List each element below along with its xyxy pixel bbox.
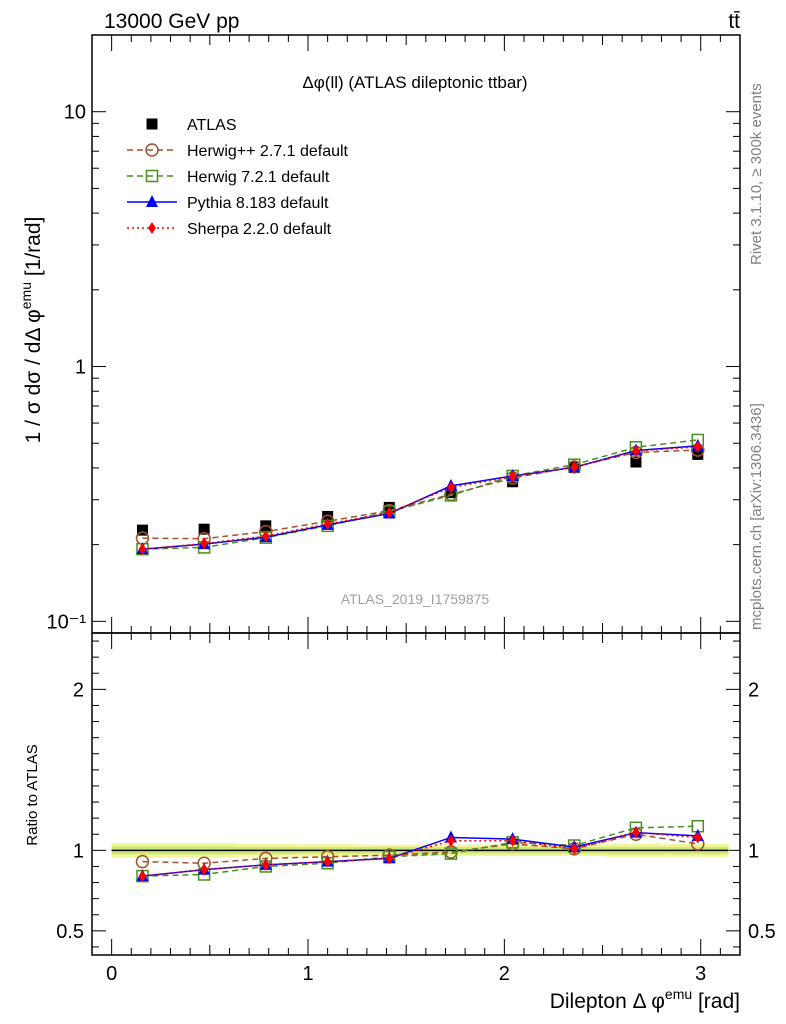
data-point-sherpa: [323, 517, 332, 530]
legend-label: Herwig 7.2.1 default: [187, 169, 330, 186]
ratio-y-tick-label: 1: [73, 840, 84, 862]
series-line: [142, 446, 698, 550]
ratio-point-sherpa: [447, 834, 455, 847]
energy-label: 13000 GeV pp: [104, 10, 239, 33]
legend-label: Sherpa 2.2.0 default: [187, 221, 332, 238]
legend-marker: [145, 169, 159, 183]
data-point-atlas: [692, 448, 704, 460]
ratio-y-tick-label-right: 2: [748, 679, 759, 701]
data-point-sherpa: [693, 440, 702, 453]
ratio-series-line: [142, 831, 698, 877]
process-label: tt̄: [728, 10, 740, 33]
data-point-atlas: [322, 510, 334, 522]
ratio-plot-area: 0 1 2 3 0.5 0.5 1 1 2 2: [56, 632, 776, 985]
ratio-point-sherpa: [261, 858, 270, 871]
ratio-point-sherpa: [138, 870, 147, 883]
legend-marker: [145, 143, 159, 157]
data-point-sherpa: [200, 537, 209, 550]
x-tick-label: 0: [106, 963, 117, 985]
analysis-watermark: ATLAS_2019_I1759875: [341, 591, 490, 607]
legend-label: Herwig++ 2.7.1 default: [187, 143, 349, 160]
data-point-sherpa: [385, 506, 394, 519]
data-point-atlas: [198, 523, 210, 535]
data-point-sherpa: [447, 481, 455, 494]
x-tick-label: 3: [695, 963, 706, 985]
ratio-point-sherpa: [693, 831, 702, 844]
ratio-point-sherpa: [200, 863, 209, 876]
x-tick-label: 1: [302, 963, 313, 985]
x-tick-label: 2: [499, 963, 510, 985]
ratio-series-line: [142, 825, 698, 877]
rivet-label: Rivet 3.1.10, ≥ 300k events: [748, 83, 765, 265]
ratio-point-herwig: [135, 854, 150, 869]
main-y-tick-label: 10: [64, 102, 86, 124]
legend-label: ATLAS: [187, 117, 237, 134]
ratio-point-sherpa: [385, 852, 394, 865]
data-point-sherpa: [570, 461, 579, 474]
ratio-y-tick-label-right: 0.5: [748, 921, 776, 943]
main-y-tick-label: 10⁻¹: [47, 611, 87, 633]
ratio-point-sherpa: [632, 826, 640, 839]
plot-title: Δφ(ll) (ATLAS dileptonic ttbar): [302, 73, 527, 92]
series-line: [142, 449, 698, 540]
mcplots-label: mcplots.cern.ch [arXiv:1306.3436]: [748, 403, 765, 630]
ratio-y-tick-label: 2: [73, 679, 84, 701]
legend-marker: [146, 195, 158, 207]
data-point-sherpa: [632, 445, 640, 458]
legend-label: Pythia 8.183 default: [187, 195, 329, 212]
ratio-y-axis-label: Ratio to ATLAS: [24, 744, 41, 845]
legend-marker: [146, 118, 158, 130]
ratio-frame: [91, 632, 741, 956]
ratio-point-sherpa: [570, 842, 579, 855]
ratio-y-tick-label-right: 1: [748, 840, 759, 862]
ratio-point-sherpa: [323, 855, 332, 868]
series-line: [142, 445, 698, 550]
data-point-atlas: [136, 524, 148, 536]
main-series-layer: [135, 433, 705, 556]
ratio-point-herwig: [444, 847, 458, 860]
main-y-tick-label: 1: [75, 357, 86, 379]
main-plot-area: 10⁻¹ 1 10: [47, 34, 741, 955]
main-y-axis-label: 1 / σ dσ / dΔ φemu [1/rad]: [18, 217, 45, 444]
x-axis-label: Dilepton Δ φemu [rad]: [550, 986, 740, 1013]
ratio-y-tick-label: 0.5: [56, 921, 84, 943]
ratio-series-line: [142, 833, 698, 864]
legend: ATLAS Herwig++ 2.7.1 default Herwig 7.2.1 …: [127, 117, 349, 238]
data-point-sherpa: [508, 470, 517, 483]
legend-marker: [148, 222, 156, 234]
data-point-sherpa: [261, 530, 270, 543]
ratio-point-sherpa: [508, 834, 517, 847]
series-line: [142, 439, 698, 550]
data-point-atlas: [630, 456, 642, 468]
data-point-sherpa: [138, 543, 147, 556]
